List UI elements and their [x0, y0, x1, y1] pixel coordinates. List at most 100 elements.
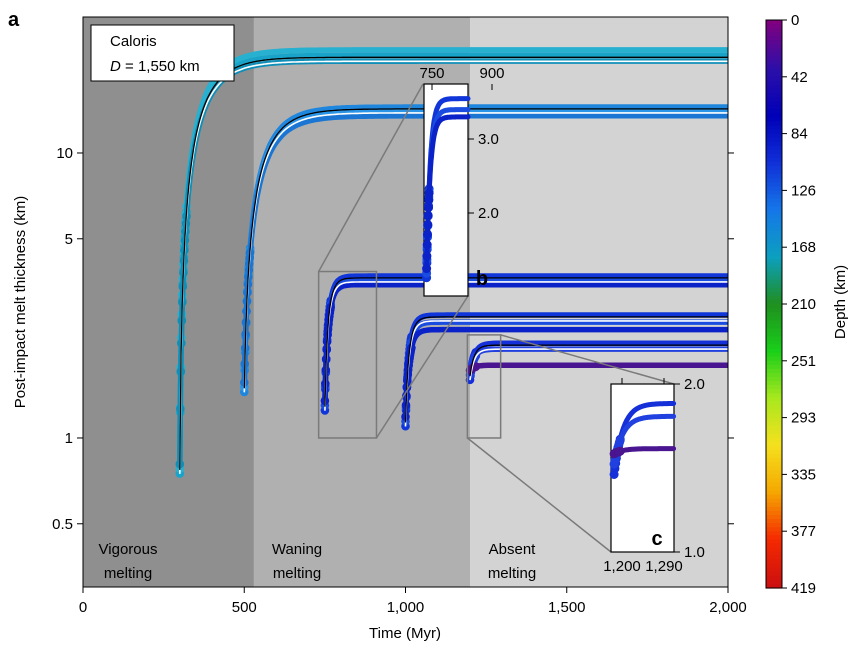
zoom-connector-c: [466, 437, 612, 553]
colorbar-segment: [766, 567, 782, 573]
series-line: [322, 281, 728, 404]
colorbar-segment: [766, 287, 782, 293]
x-tick-label: 2,000: [709, 599, 747, 616]
colorbar-segment: [766, 32, 782, 37]
inset-y-tick-label: 2.0: [684, 376, 705, 393]
colorbar-segment: [766, 539, 782, 544]
series-white-line: [324, 281, 728, 411]
colorbar-segment: [766, 482, 782, 488]
colorbar-tick-label: 84: [791, 126, 808, 143]
series-median-line: [243, 108, 728, 389]
colorbar-segment: [766, 174, 782, 179]
colorbar-segment: [766, 360, 782, 366]
inset-frame: [610, 383, 675, 553]
inset-series-point: [424, 203, 433, 213]
colorbar-segment: [766, 88, 782, 94]
colorbar-tick-label: 42: [791, 69, 808, 86]
colorbar-segment: [766, 433, 782, 439]
colorbar-segment: [766, 20, 782, 25]
inset-series-point: [423, 229, 432, 239]
colorbar-tick-label: 293: [791, 410, 816, 427]
colorbar-segment: [766, 441, 782, 447]
series-white-line: [469, 348, 728, 381]
colorbar-segment: [766, 84, 782, 90]
colorbar-segment: [766, 356, 782, 362]
colorbar-segment: [766, 575, 782, 581]
colorbar-tick-label: 335: [791, 466, 816, 483]
inset-series-line: [611, 401, 677, 477]
colorbar-segment: [766, 162, 782, 167]
colorbar-segment: [766, 397, 782, 402]
colorbar-segment: [766, 437, 782, 443]
colorbar-segment: [766, 202, 782, 208]
colorbar-segment: [766, 24, 782, 29]
colorbar-segment: [766, 157, 782, 163]
colorbar-segment: [766, 328, 782, 333]
colorbar-segment: [766, 40, 782, 45]
inset-series-point: [615, 446, 625, 456]
colorbar-segment: [766, 421, 782, 427]
colorbar-segment: [766, 295, 782, 301]
y-axis-label: Post-impact melt thickness (km): [12, 196, 29, 409]
colorbar-segment: [766, 170, 782, 175]
colorbar-segment: [766, 129, 782, 135]
colorbar-segment: [766, 243, 782, 248]
colorbar-segment: [766, 579, 782, 585]
colorbar-segment: [766, 368, 782, 374]
inset-series-point: [422, 264, 432, 274]
y-tick-label: 0.5: [52, 516, 73, 533]
series-white-line: [404, 320, 728, 427]
regime-label: melting: [273, 565, 321, 582]
colorbar-segment: [766, 381, 782, 386]
colorbar-segment: [766, 259, 782, 265]
colorbar-tick-label: 419: [791, 580, 816, 597]
y-tick-label: 10: [56, 145, 73, 162]
series-white-line: [243, 112, 728, 393]
colorbar-tick-label: 0: [791, 12, 799, 29]
regime-band: [470, 17, 728, 587]
colorbar-segment: [766, 60, 782, 66]
annotation-name: Caloris: [110, 33, 157, 50]
zoom-connector-b: [375, 295, 469, 439]
colorbar-segment: [766, 551, 782, 557]
inset-y-tick-label: 2.0: [478, 205, 499, 222]
colorbar-segment: [766, 308, 782, 313]
colorbar-label: Depth (km): [832, 265, 849, 339]
regime-band: [83, 17, 254, 587]
series-line: [402, 312, 728, 429]
colorbar-segment: [766, 210, 782, 216]
inset-b: 750 900 3.0 2.0: [419, 65, 505, 297]
colorbar-segment: [766, 101, 782, 106]
colorbar-segment: [766, 393, 782, 398]
colorbar-segment: [766, 52, 782, 58]
y-tick-label: 5: [65, 231, 73, 248]
colorbar-segment: [766, 405, 782, 411]
colorbar-segment: [766, 571, 782, 577]
colorbar-segment: [766, 76, 782, 82]
colorbar-segment: [766, 214, 782, 220]
colorbar-segment: [766, 336, 782, 342]
inset-series-line: [424, 114, 471, 272]
colorbar-segment: [766, 235, 782, 240]
colorbar-segment: [766, 535, 782, 540]
colorbar-segment: [766, 502, 782, 508]
colorbar-segment: [766, 267, 782, 273]
colorbar-segment: [766, 364, 782, 370]
colorbar-segment: [766, 194, 782, 200]
x-tick-label: 1,000: [387, 599, 425, 616]
colorbar-segment: [766, 113, 782, 118]
colorbar-segment: [766, 372, 782, 378]
colorbar-segment: [766, 97, 782, 102]
inset-series-point: [423, 220, 433, 230]
colorbar-segment: [766, 563, 782, 569]
colorbar-segment: [766, 409, 782, 415]
series-line: [402, 326, 728, 420]
colorbar-segment: [766, 401, 782, 407]
colorbar-segment: [766, 149, 782, 155]
colorbar-segment: [766, 458, 782, 463]
series-line: [177, 47, 728, 472]
colorbar-segment: [766, 332, 782, 338]
colorbar-segment: [766, 190, 782, 196]
colorbar-segment: [766, 320, 782, 325]
